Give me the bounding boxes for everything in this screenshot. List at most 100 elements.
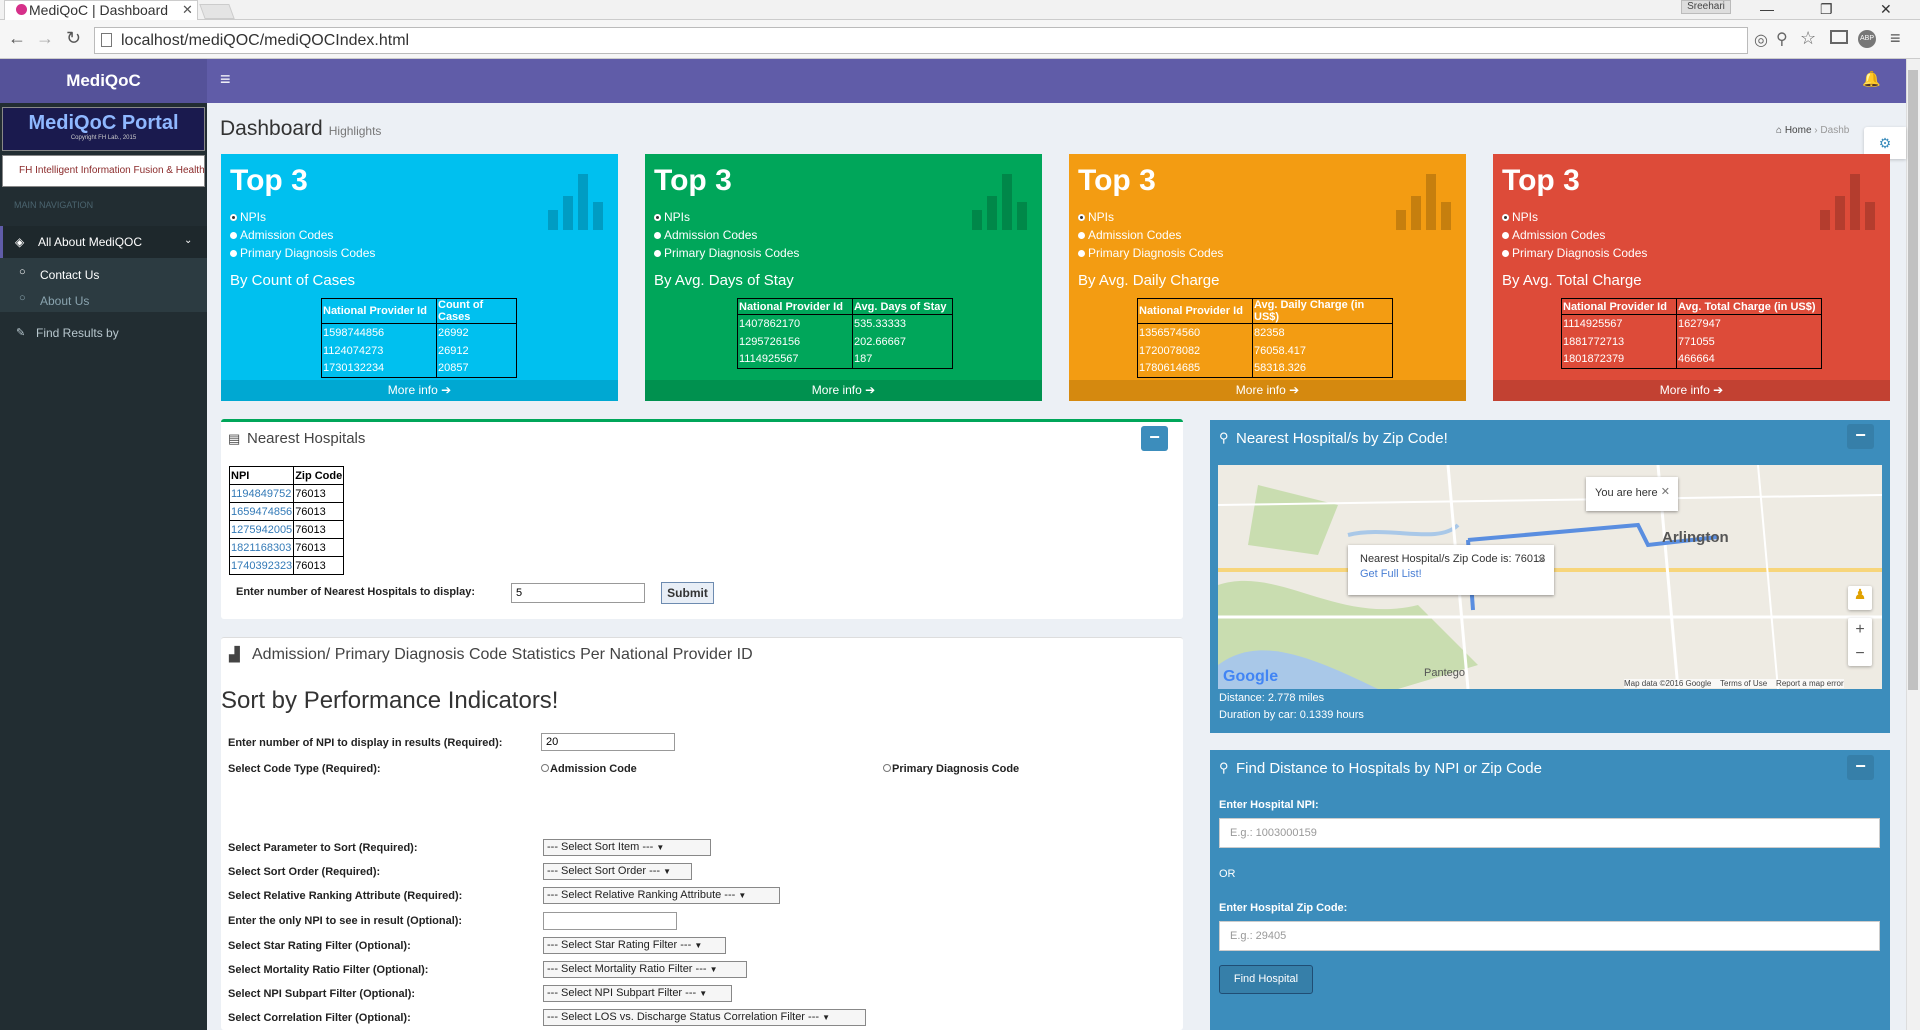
- sidebar-item-about[interactable]: About Us: [40, 294, 90, 308]
- dropdown-arrow-icon: ▼: [822, 1013, 831, 1022]
- zoom-out-icon[interactable]: −: [1855, 645, 1865, 662]
- table-cell: 26992: [436, 323, 517, 342]
- new-tab-button[interactable]: [199, 4, 235, 19]
- more-info-link[interactable]: More info ➔: [1493, 380, 1890, 401]
- sidebar-toggle-icon[interactable]: ≡: [220, 69, 231, 89]
- cast-icon[interactable]: [1830, 30, 1848, 44]
- table-cell: 76058.417: [1252, 341, 1393, 360]
- more-info-link[interactable]: More info ➔: [1069, 380, 1466, 401]
- collapse-button[interactable]: −: [1847, 755, 1874, 780]
- back-icon[interactable]: ←: [8, 28, 26, 48]
- npi-link[interactable]: 1821168303: [231, 541, 292, 554]
- sidebar-item-all-about[interactable]: All About MediQOC: [0, 226, 207, 258]
- npi-link[interactable]: 1275942005: [231, 523, 293, 536]
- radio-option[interactable]: NPIs: [1502, 210, 1538, 224]
- zip-cell: 76013: [293, 520, 345, 539]
- table-row: 1194849752 76013: [228, 484, 345, 503]
- filter-select[interactable]: --- Select Sort Item --- ▼: [543, 839, 711, 856]
- table-cell: 1598744856: [321, 323, 437, 342]
- minimize-icon[interactable]: —: [1760, 1, 1774, 17]
- bookmark-star-icon[interactable]: ☆: [1800, 28, 1817, 48]
- radio-option[interactable]: Primary Diagnosis Codes: [230, 246, 375, 260]
- table-row: 1730132234 20857: [321, 359, 517, 378]
- notification-bell-icon[interactable]: 🔔: [1862, 71, 1881, 88]
- popup-close-icon[interactable]: ✕: [1536, 554, 1546, 566]
- sidebar-item-contact[interactable]: Contact Us: [40, 268, 100, 282]
- radio-option[interactable]: Admission Codes: [230, 228, 333, 242]
- npi-input[interactable]: E.g.: 1003000159: [1219, 818, 1880, 848]
- radio-option[interactable]: Primary Diagnosis Codes: [1502, 246, 1647, 260]
- you-are-here-popup: You are here ✕: [1586, 477, 1678, 511]
- location-icon[interactable]: ◎: [1754, 32, 1768, 49]
- more-info-link[interactable]: More info ➔: [645, 380, 1042, 401]
- map-attribution[interactable]: Map data ©2016 Google Terms of Use Repor…: [1624, 679, 1844, 688]
- table-row: 1275942005 76013: [228, 520, 345, 539]
- more-info-link[interactable]: More info ➔: [221, 380, 618, 401]
- collapse-button[interactable]: −: [1847, 424, 1874, 449]
- forward-icon[interactable]: →: [36, 28, 54, 48]
- npi-count-input[interactable]: 20: [541, 733, 675, 751]
- distance-panel-title: Find Distance to Hospitals by NPI or Zip…: [1236, 760, 1542, 777]
- npi-link[interactable]: 1194849752: [231, 487, 292, 500]
- url-input[interactable]: localhost/mediQOC/mediQOCIndex.html: [94, 27, 1748, 54]
- radio-option[interactable]: NPIs: [230, 210, 266, 224]
- table-header: National Provider Id: [737, 298, 853, 315]
- dropdown-arrow-icon: ▼: [738, 891, 747, 900]
- browser-tab[interactable]: MediQoC | Dashboard: [4, 0, 198, 20]
- table-cell: 771055: [1676, 332, 1822, 351]
- npi-link[interactable]: 1740392323: [231, 559, 293, 572]
- npi-filter-input[interactable]: [543, 912, 677, 930]
- filter-select[interactable]: --- Select Sort Order --- ▼: [543, 863, 692, 880]
- table-row: 1659474856 76013: [228, 502, 345, 521]
- radio-option[interactable]: Primary Diagnosis Codes: [1078, 246, 1223, 260]
- map-marker-icon: ⚲: [1219, 760, 1229, 775]
- breadcrumb-home[interactable]: Home: [1784, 125, 1812, 136]
- stat-box-title: Top 3: [654, 164, 732, 197]
- submit-button[interactable]: Submit: [661, 582, 714, 604]
- radio-option[interactable]: Admission Codes: [1078, 228, 1181, 242]
- zoom-in-icon[interactable]: +: [1855, 621, 1865, 638]
- reload-icon[interactable]: ↻: [66, 28, 82, 48]
- filter-select[interactable]: --- Select Relative Ranking Attribute --…: [543, 887, 780, 904]
- bar-chart-icon: [1820, 174, 1880, 230]
- radio-primary-diagnosis-code[interactable]: Primary Diagnosis Code: [883, 763, 1019, 775]
- close-window-icon[interactable]: ✕: [1880, 1, 1892, 17]
- adblock-icon[interactable]: ABP: [1858, 30, 1876, 48]
- top3-table: National Provider Id Avg. Total Charge (i…: [1561, 298, 1822, 369]
- radio-option[interactable]: Primary Diagnosis Codes: [654, 246, 799, 260]
- radio-option[interactable]: NPIs: [1078, 210, 1114, 224]
- circle-icon: ○: [19, 266, 26, 278]
- app-header: [0, 59, 1906, 103]
- settings-gear-icon[interactable]: ⚙: [1864, 127, 1906, 159]
- collapse-button[interactable]: −: [1141, 426, 1168, 451]
- chevron-down-icon[interactable]: ⌄: [184, 235, 193, 246]
- scrollbar-thumb[interactable]: [1908, 70, 1918, 690]
- filter-select[interactable]: --- Select Star Rating Filter --- ▼: [543, 937, 726, 954]
- street-view-icon[interactable]: ♟: [1848, 586, 1872, 610]
- stat-box: Top 3 NPIs Admission Codes Primary Diagnosi…: [645, 154, 1042, 401]
- nearest-count-input[interactable]: 5: [511, 583, 645, 603]
- zoom-icon[interactable]: ⚲: [1776, 31, 1788, 48]
- app-logo[interactable]: MediQoC: [0, 59, 207, 103]
- find-hospital-button[interactable]: Find Hospital: [1219, 965, 1313, 994]
- filter-select[interactable]: --- Select NPI Subpart Filter --- ▼: [543, 985, 732, 1002]
- filter-select[interactable]: --- Select LOS vs. Discharge Status Corr…: [543, 1009, 866, 1026]
- filter-select[interactable]: --- Select Mortality Ratio Filter --- ▼: [543, 961, 747, 978]
- npi-link[interactable]: 1659474856: [231, 505, 293, 518]
- chrome-menu-icon[interactable]: ≡: [1890, 28, 1901, 48]
- tab-close-icon[interactable]: ✕: [182, 2, 193, 17]
- radio-option[interactable]: Admission Codes: [654, 228, 757, 242]
- radio-option[interactable]: NPIs: [654, 210, 690, 224]
- radio-option[interactable]: Admission Codes: [1502, 228, 1605, 242]
- profile-badge[interactable]: Sreehari: [1681, 0, 1731, 14]
- zip-input[interactable]: E.g.: 29405: [1219, 921, 1880, 951]
- restore-icon[interactable]: ❐: [1820, 1, 1833, 17]
- table-cell: 20857: [436, 359, 517, 378]
- radio-admission-code[interactable]: Admission Code: [541, 763, 637, 775]
- get-full-list-link[interactable]: Get Full List!: [1360, 568, 1422, 580]
- tab-favicon-icon: [16, 4, 27, 15]
- sidebar-item-find-results[interactable]: Find Results by: [36, 326, 119, 340]
- zoom-controls[interactable]: + −: [1848, 618, 1872, 666]
- table-cell: 535.33333: [852, 314, 953, 333]
- popup-close-icon[interactable]: ✕: [1660, 486, 1670, 498]
